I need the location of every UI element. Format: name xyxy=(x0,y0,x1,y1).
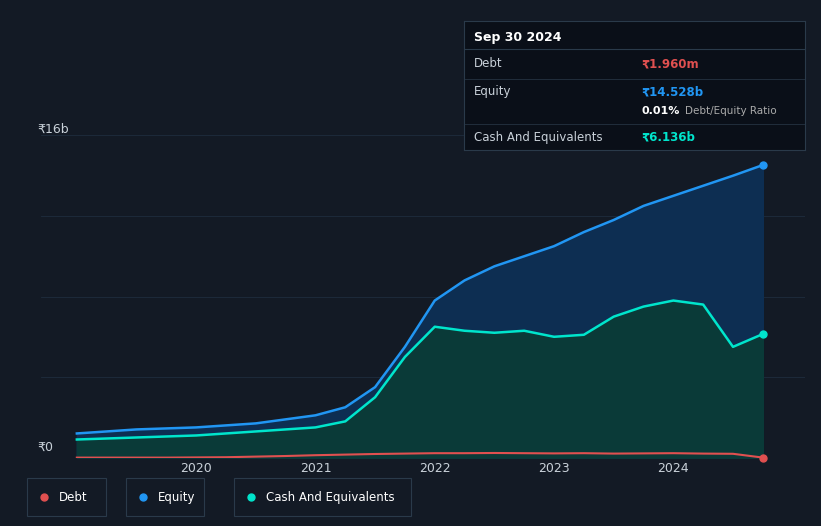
Point xyxy=(756,330,769,338)
Text: ₹14.528b: ₹14.528b xyxy=(641,85,703,98)
Text: Sep 30 2024: Sep 30 2024 xyxy=(474,32,562,44)
Text: Debt: Debt xyxy=(59,491,88,503)
Point xyxy=(756,161,769,169)
Text: Debt/Equity Ratio: Debt/Equity Ratio xyxy=(686,106,777,116)
Text: ₹0: ₹0 xyxy=(37,441,53,454)
Text: Equity: Equity xyxy=(158,491,195,503)
Text: 0.01%: 0.01% xyxy=(641,106,680,116)
Text: Cash And Equivalents: Cash And Equivalents xyxy=(266,491,395,503)
Text: ₹6.136b: ₹6.136b xyxy=(641,130,695,144)
Text: Cash And Equivalents: Cash And Equivalents xyxy=(474,130,603,144)
Text: ₹1.960m: ₹1.960m xyxy=(641,57,699,70)
Text: Debt: Debt xyxy=(474,57,502,70)
Text: ₹16b: ₹16b xyxy=(37,123,69,135)
Point xyxy=(756,453,769,462)
Text: Equity: Equity xyxy=(474,85,511,98)
